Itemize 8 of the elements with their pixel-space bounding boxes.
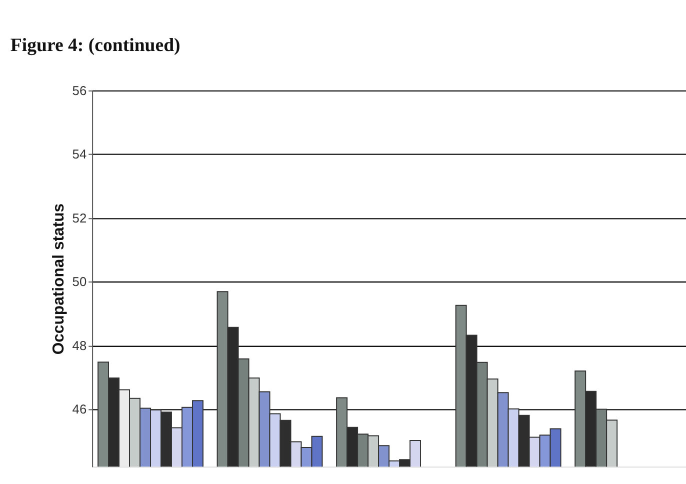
y-axis-title: Occupational status — [50, 203, 68, 355]
y-tick-label: 52 — [72, 210, 87, 226]
y-tick-label: 50 — [72, 274, 87, 290]
chart-title: Figure 4: (continued) — [10, 34, 180, 56]
y-tick-label: 56 — [72, 82, 87, 98]
y-tick-label: 46 — [72, 402, 87, 417]
y-tick-label: 48 — [72, 338, 87, 353]
y-tick-label: 54 — [72, 146, 87, 162]
